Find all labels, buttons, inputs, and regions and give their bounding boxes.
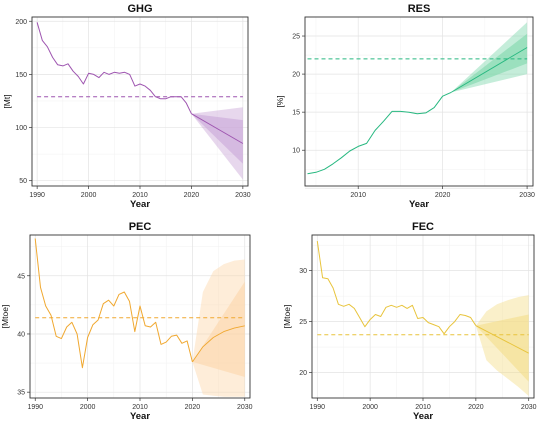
pec-historical-line	[34, 238, 193, 369]
pec-x-tick-label: 2020	[185, 404, 201, 411]
res-historical-line	[307, 91, 452, 175]
ghg-x-tick-label: 2030	[235, 192, 251, 199]
ghg-x-tick-label: 2010	[132, 192, 148, 199]
pec-x-tick-label: 2010	[132, 404, 148, 411]
res-title: RES	[408, 3, 431, 15]
ghg-x-axis-label: Year	[130, 199, 150, 210]
fec-inner-band	[475, 314, 529, 382]
pec-x-axis-label: Year	[130, 411, 150, 422]
ghg-x-tick-label: 2020	[184, 192, 200, 199]
fec-forecast-line	[475, 325, 529, 354]
ghg-y-tick-label: 100	[15, 125, 27, 132]
fec-x-tick-label: 1990	[309, 404, 325, 411]
fec-y-tick-label: 20	[299, 370, 307, 377]
ghg-y-tick-label: 50	[19, 178, 27, 185]
ghg-y-axis-label: [Mt]	[2, 94, 12, 108]
pec-x-tick-label: 1990	[27, 404, 43, 411]
res-x-axis-label: Year	[409, 199, 429, 210]
pec-y-tick-label: 40	[17, 331, 25, 338]
res-panel-border	[304, 16, 534, 187]
pec-x-tick-label: 2030	[237, 404, 253, 411]
ghg-panel: 1990 2000 2010 2020 2030 50 100 150 200 GHG Year [M…	[2, 3, 251, 210]
fec-x-tick-label: 2030	[521, 404, 537, 411]
fec-x-tick-label: 2000	[362, 404, 378, 411]
fec-y-tick-label: 25	[299, 319, 307, 326]
res-plot-area	[305, 17, 533, 186]
res-outer-band	[451, 22, 528, 93]
fec-x-tick-label: 2020	[468, 404, 484, 411]
ghg-inner-band	[191, 113, 243, 164]
pec-forecast-line	[192, 325, 245, 363]
res-y-axis-label: [%]	[275, 95, 285, 107]
res-y-tick-label: 15	[292, 110, 300, 117]
fec-y-tick-label: 30	[299, 268, 307, 275]
res-forecast-line	[450, 47, 528, 93]
pec-title: PEC	[129, 221, 152, 233]
pec-y-tick-label: 45	[17, 273, 25, 280]
fec-x-axis-label: Year	[413, 411, 433, 422]
ghg-forecast-line	[191, 113, 244, 144]
ghg-x-tick-label: 2000	[81, 192, 97, 199]
pec-y-axis-label: [Mtoe]	[0, 305, 10, 329]
pec-x-tick-label: 2000	[80, 404, 96, 411]
ghg-x-tick-label: 1990	[29, 192, 45, 199]
res-y-tick-label: 25	[292, 34, 300, 41]
ghg-historical-line	[36, 22, 192, 114]
fec-panel: 1990 2000 2010 2020 2030 20 25 30 FEC Year [Mtoe]	[282, 221, 537, 422]
fec-y-axis-label: [Mtoe]	[282, 305, 292, 329]
res-panel: 2010 2020 2030 10 15 20 25 RES Year [%]	[275, 3, 535, 210]
pec-y-tick-label: 35	[17, 390, 25, 397]
pec-inner-band	[192, 281, 245, 377]
fec-x-tick-label: 2010	[415, 404, 431, 411]
res-x-tick-label: 2030	[519, 192, 535, 199]
res-y-tick-label: 10	[292, 148, 300, 155]
ghg-y-tick-label: 200	[15, 19, 27, 26]
res-y-tick-label: 20	[292, 72, 300, 79]
ghg-title: GHG	[127, 3, 152, 15]
res-x-tick-label: 2010	[350, 192, 366, 199]
fec-historical-line	[316, 241, 477, 335]
ghg-y-tick-label: 150	[15, 72, 27, 79]
pec-panel: 1990 2000 2010 2020 2030 35 40 45 PEC Year [Mtoe]	[0, 221, 253, 422]
res-inner-band	[451, 33, 528, 93]
res-x-tick-label: 2020	[435, 192, 451, 199]
fec-title: FEC	[412, 221, 434, 233]
